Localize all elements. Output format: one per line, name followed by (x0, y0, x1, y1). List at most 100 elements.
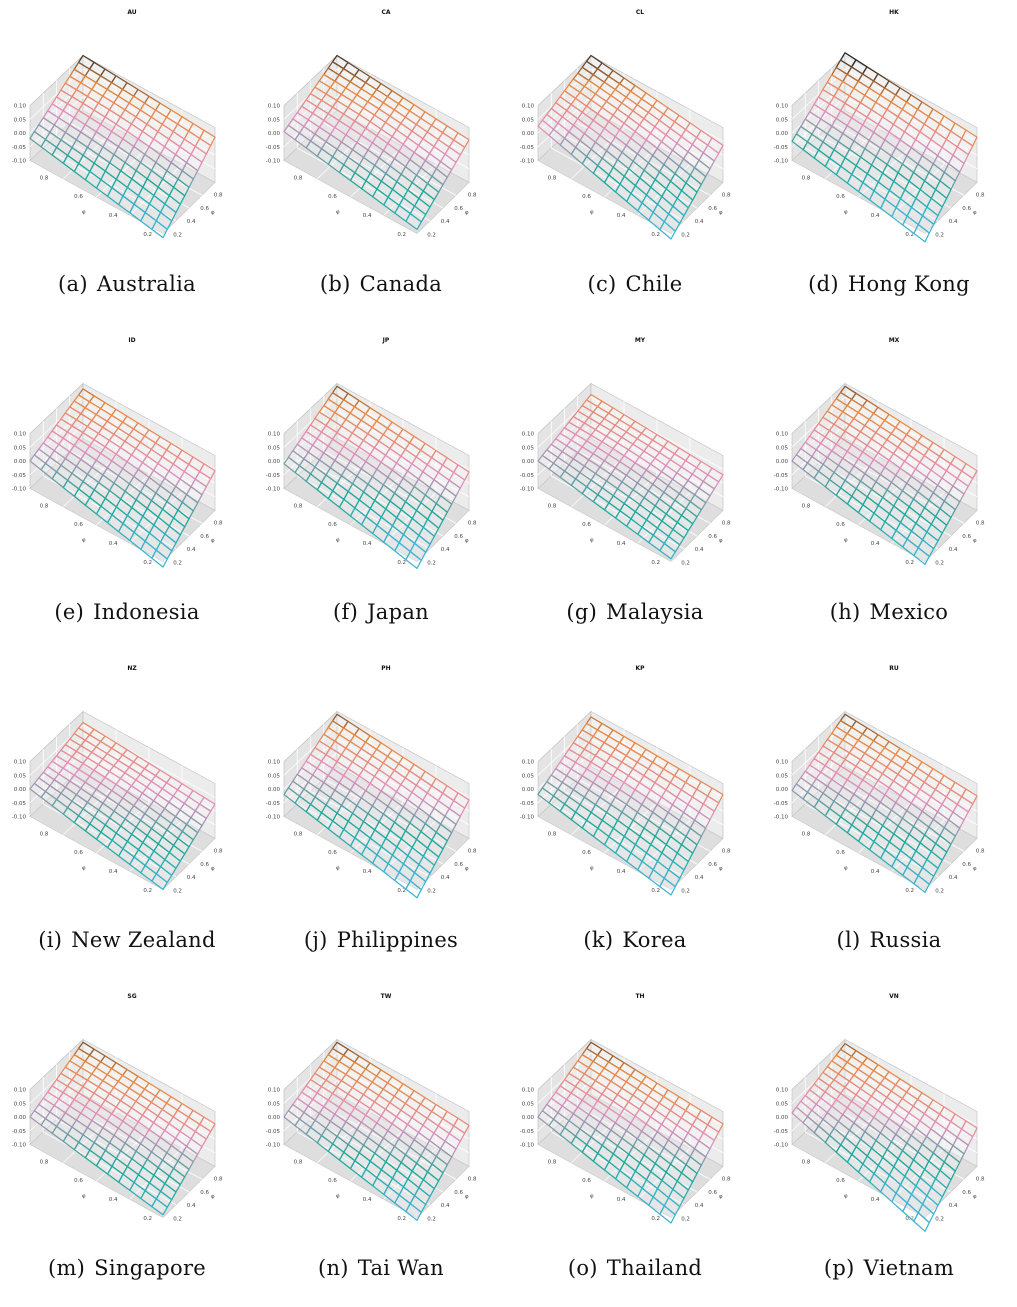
y-axis-label: φ (211, 538, 215, 544)
x-axis-label: φ (844, 1193, 848, 1199)
y-tick-label: 0.4 (949, 219, 958, 225)
surface-cell (151, 549, 168, 568)
caption-country: Tai Wan (357, 1256, 444, 1280)
surface-cell (405, 880, 422, 899)
x-tick-label: 0.4 (109, 541, 118, 547)
x-tick-label: 0.8 (548, 175, 557, 181)
plot-title: MX (889, 337, 900, 344)
caption-id: (d) (808, 272, 839, 296)
z-tick-label: 0.10 (776, 760, 789, 766)
y-tick-label: 0.8 (976, 1177, 985, 1183)
x-axis-label: φ (336, 865, 340, 871)
surface-mesh (283, 713, 470, 899)
x-tick-label: 0.2 (143, 232, 152, 238)
surface-mesh (537, 1041, 724, 1224)
z-tick-label: 0.00 (14, 1115, 27, 1121)
y-tick-label: 0.2 (681, 1216, 690, 1222)
y-tick-label: 0.8 (214, 849, 223, 855)
plot-title: SG (127, 993, 136, 1000)
z-tick-label: -0.10 (520, 159, 535, 165)
x-tick-label: 0.2 (397, 1216, 406, 1222)
z-tick-label: 0.00 (268, 787, 281, 793)
x-tick-label: 0.6 (582, 1178, 591, 1184)
x-tick-label: 0.4 (363, 1197, 372, 1203)
y-tick-label: 0.4 (441, 1203, 450, 1209)
panel-caption: (h) Mexico (762, 600, 1016, 624)
y-tick-label: 0.6 (962, 862, 971, 868)
x-tick-label: 0.6 (836, 1178, 845, 1184)
x-tick-label: 0.6 (582, 850, 591, 856)
surface-mesh (29, 721, 216, 891)
y-tick-label: 0.2 (935, 560, 944, 566)
z-tick-label: 0.05 (268, 117, 281, 123)
surface-plot: SG 0.10 0.05 0.00 -0.05 -0.10 0.8 0.6 0.4 0.2 φ 0.8… (12, 993, 223, 1222)
x-axis-label: φ (590, 865, 594, 871)
y-tick-label: 0.6 (708, 862, 717, 868)
x-tick-label: 0.6 (74, 1178, 83, 1184)
caption-id: (j) (303, 928, 328, 952)
caption-country: Japan (367, 600, 429, 624)
z-tick-label: 0.05 (776, 773, 789, 779)
y-axis-label: φ (211, 866, 215, 872)
z-tick-label: 0.00 (776, 131, 789, 137)
y-tick-label: 0.6 (454, 206, 463, 212)
plot-title: MY (635, 337, 646, 344)
surface-plot: TW 0.10 0.05 0.00 -0.05 -0.10 0.8 0.6 0.4 0.2 φ 0.8… (266, 993, 477, 1222)
x-axis-label: φ (844, 209, 848, 215)
z-tick-label: -0.05 (266, 473, 281, 479)
z-tick-label: -0.10 (520, 1143, 535, 1149)
y-axis-label: φ (465, 210, 469, 216)
z-tick-label: 0.00 (268, 1115, 281, 1121)
surface-cell (151, 1198, 168, 1216)
caption-id: (l) (836, 928, 861, 952)
x-tick-label: 0.4 (363, 869, 372, 875)
z-tick-label: -0.05 (774, 1129, 789, 1135)
x-tick-label: 0.2 (143, 888, 152, 894)
plot-title: NZ (127, 665, 137, 672)
z-tick-label: -0.10 (12, 487, 27, 493)
x-tick-label: 0.4 (871, 1197, 880, 1203)
surface-mesh (537, 54, 724, 240)
x-axis-label: φ (336, 537, 340, 543)
y-axis-label: φ (973, 866, 977, 872)
z-tick-label: 0.00 (776, 1115, 789, 1121)
y-tick-label: 0.4 (695, 219, 704, 225)
y-tick-label: 0.8 (976, 521, 985, 527)
x-axis-label: φ (844, 537, 848, 543)
x-tick-label: 0.8 (802, 831, 811, 837)
x-tick-label: 0.6 (74, 850, 83, 856)
caption-country: Canada (359, 272, 443, 296)
panel-caption: (f) Japan (254, 600, 508, 624)
z-tick-label: 0.05 (776, 117, 789, 123)
z-tick-label: 0.00 (522, 1115, 535, 1121)
z-tick-label: -0.05 (520, 801, 535, 807)
z-tick-label: -0.05 (266, 801, 281, 807)
panel-caption: (a) Australia (0, 272, 254, 296)
z-tick-label: -0.10 (520, 815, 535, 821)
x-tick-label: 0.8 (802, 175, 811, 181)
x-tick-label: 0.4 (363, 541, 372, 547)
panel-caption: (e) Indonesia (0, 600, 254, 624)
panel-id: ID 0.10 0.05 0.00 -0.05 -0.10 0.8 0.6 0.4 0.2 φ 0.8… (0, 328, 254, 651)
x-tick-label: 0.6 (328, 850, 337, 856)
y-tick-label: 0.6 (454, 862, 463, 868)
panel-caption: (c) Chile (508, 272, 762, 296)
surface-mesh (791, 713, 978, 893)
x-tick-label: 0.6 (328, 1178, 337, 1184)
surface-cell (913, 547, 930, 565)
surface-cell (659, 877, 676, 896)
surface-cell (405, 550, 422, 570)
z-tick-label: -0.05 (520, 145, 535, 151)
z-tick-label: 0.05 (268, 1101, 281, 1107)
surface-mesh (29, 388, 216, 568)
z-tick-label: -0.10 (12, 159, 27, 165)
z-tick-label: -0.10 (266, 815, 281, 821)
z-tick-label: 0.10 (522, 104, 535, 110)
panel-hk: HK 0.10 0.05 0.00 -0.05 -0.10 0.8 0.6 0.4 0.2 φ 0.8… (762, 0, 1016, 323)
panel-ph: PH 0.10 0.05 0.00 -0.05 -0.10 0.8 0.6 0.4 0.2 φ 0.8… (254, 656, 508, 979)
caption-id: (i) (38, 928, 63, 952)
plot-title: RU (889, 665, 899, 672)
x-tick-label: 0.2 (397, 888, 406, 894)
y-tick-label: 0.8 (214, 193, 223, 199)
x-tick-label: 0.8 (294, 831, 303, 837)
